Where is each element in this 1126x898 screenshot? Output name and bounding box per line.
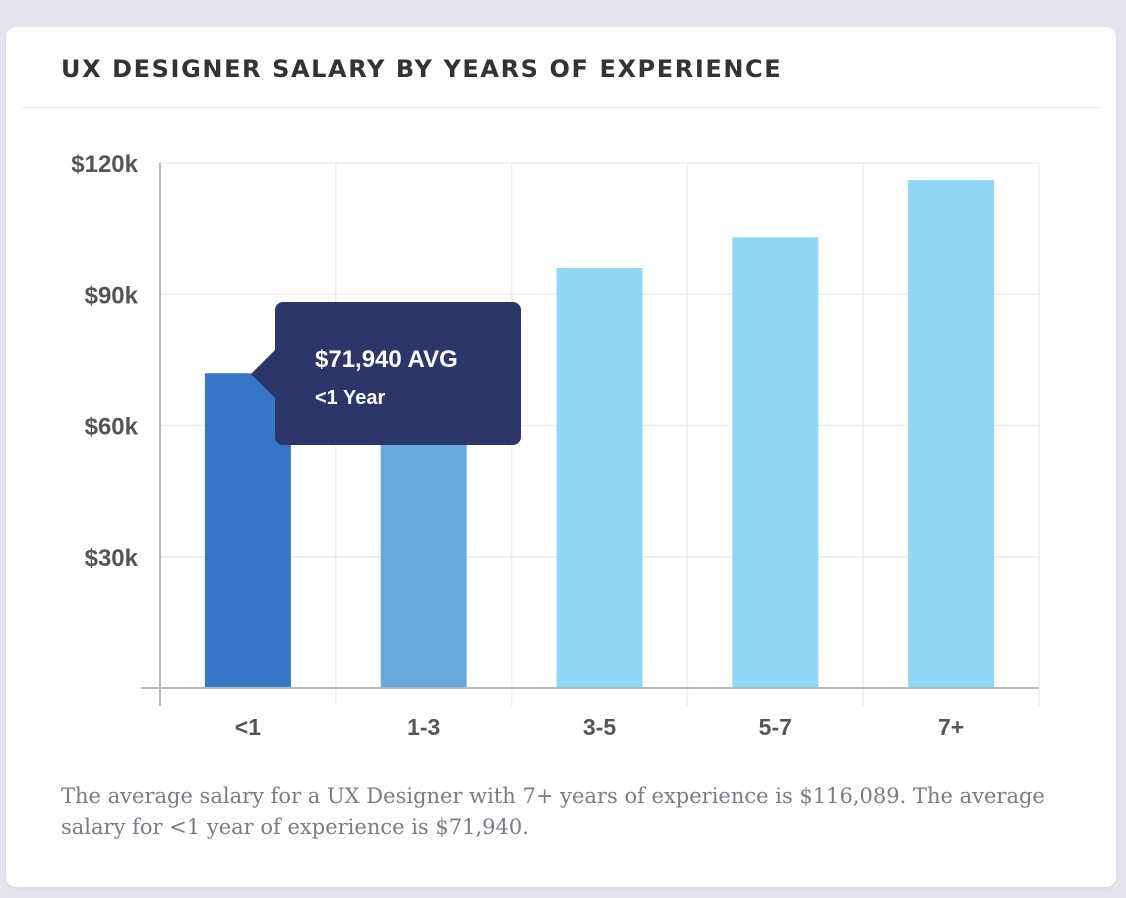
tooltip-arrow (251, 350, 275, 398)
x-tick-label: 3-5 (583, 714, 616, 740)
x-tick-label: 5-7 (759, 714, 792, 740)
bar-4 (908, 180, 995, 688)
y-tick-label: $30k (85, 545, 139, 572)
salary-chart-card: UX DESIGNER SALARY BY YEARS OF EXPERIENC… (6, 27, 1116, 887)
bar-tooltip: $71,940 AVG <1 Year (251, 302, 521, 445)
y-tick-label: $120k (71, 151, 138, 178)
title-divider (22, 107, 1100, 108)
bar-chart: $30k $60k $90k $120k <1 1-3 3-5 5-7 7+ (71, 151, 1040, 740)
x-tick-label: 7+ (938, 714, 964, 740)
y-tick-label: $90k (85, 282, 139, 309)
bar-2 (556, 268, 643, 688)
x-tick-label: <1 (235, 714, 261, 740)
x-tick-label: 1-3 (407, 714, 440, 740)
chart-title: UX DESIGNER SALARY BY YEARS OF EXPERIENC… (61, 55, 783, 83)
y-tick-label: $60k (85, 414, 139, 441)
bar-3 (732, 237, 819, 688)
tooltip-value: $71,940 AVG (315, 346, 458, 373)
chart-caption: The average salary for a UX Designer wit… (61, 784, 1045, 839)
tooltip-label: <1 Year (315, 387, 386, 409)
